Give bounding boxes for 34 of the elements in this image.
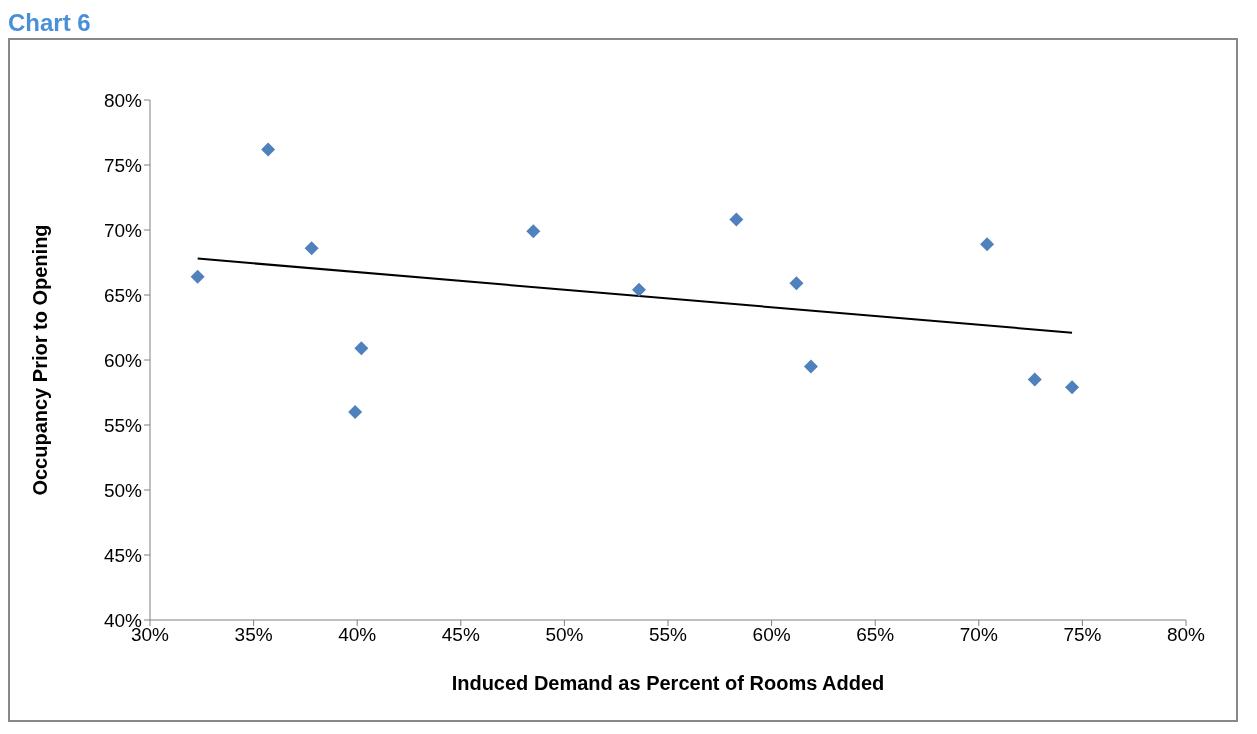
x-axis-title: Induced Demand as Percent of Rooms Added	[451, 672, 885, 694]
x-tick-label: 55%	[648, 624, 688, 646]
x-tick-label: 70%	[959, 624, 998, 646]
y-tick-label: 45%	[103, 544, 143, 566]
x-tick-label: 35%	[234, 624, 273, 646]
point	[1065, 380, 1080, 395]
point	[631, 282, 646, 297]
point	[1027, 372, 1042, 387]
y-tick-label: 60%	[103, 349, 143, 371]
x-tick-label: 40%	[338, 624, 377, 646]
y-tick-label: 50%	[103, 479, 143, 501]
x-tick-label: 65%	[856, 624, 895, 646]
x-tick-label: 50%	[545, 624, 584, 646]
y-tick-label: 75%	[103, 154, 143, 176]
y-tick-label: 55%	[103, 414, 143, 436]
y-tick-label: 70%	[103, 219, 143, 241]
point	[261, 142, 276, 157]
point	[526, 224, 541, 239]
x-tick-label: 45%	[441, 624, 480, 646]
point	[190, 269, 205, 284]
x-tick-label: 60%	[752, 624, 791, 646]
point	[803, 359, 818, 374]
point	[729, 212, 744, 227]
x-tick-label: 80%	[1166, 624, 1206, 646]
x-tick-label: 75%	[1063, 624, 1102, 646]
y-tick-label: 65%	[103, 284, 143, 306]
y-axis-title: Occupancy Prior to Opening	[29, 224, 52, 496]
y-tick-label: 80%	[103, 89, 143, 111]
point	[354, 341, 369, 356]
point	[980, 237, 995, 252]
point	[789, 276, 804, 291]
point	[304, 241, 319, 256]
point	[348, 405, 363, 419]
chart-title: Chart 6	[8, 8, 92, 38]
